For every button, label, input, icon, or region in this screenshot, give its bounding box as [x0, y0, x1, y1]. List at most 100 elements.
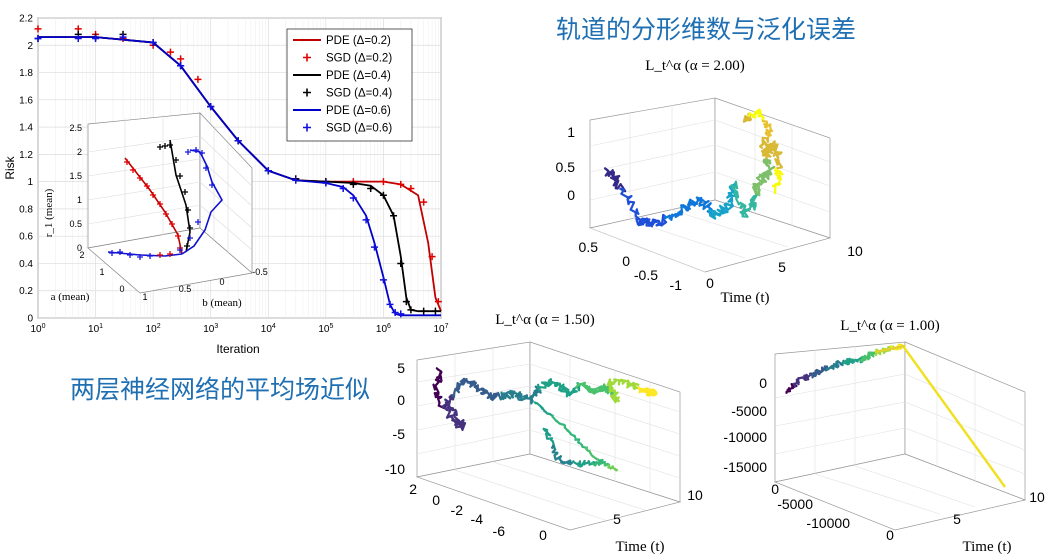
inset-z-tick: 2: [77, 147, 82, 157]
risk-series-point-3: [431, 307, 439, 315]
risk-series-point-5: [177, 62, 185, 70]
gridline: [416, 407, 531, 431]
gridline: [416, 385, 531, 407]
gridline: [454, 469, 606, 521]
axis-tick: 0.5: [556, 159, 576, 175]
trajectory-segment: [719, 204, 725, 214]
gridline: [814, 473, 941, 515]
risk-y-tick: 1.8: [19, 68, 33, 79]
legend-box: [286, 28, 413, 142]
risk-xlabel: Iteration: [216, 342, 259, 356]
trajectory-segment: [661, 213, 665, 225]
axis-tick: 0: [622, 253, 630, 269]
risk-y-tick: 1: [27, 177, 33, 188]
risk-series-point-5: [391, 309, 399, 317]
risk-x-tick: 102: [146, 323, 161, 335]
risk-legend: PDE (Δ=0.2) SGD (Δ=0.2) PDE (Δ=0.4) SGD (Δ=…: [286, 28, 413, 142]
gridline: [492, 461, 646, 511]
levy-1-grid: [774, 346, 1026, 515]
risk-ticks: 100 101 102 103 104 105 106 10700.20.40.60.811.…: [19, 14, 449, 336]
gridline: [714, 144, 831, 187]
inset-z-tick: 0: [77, 243, 82, 253]
gridline: [529, 385, 681, 435]
trajectory-segment: [620, 192, 630, 199]
axis-tick: 0: [886, 527, 894, 543]
axis-tick: -15000: [723, 459, 767, 475]
inset-sgd-point: [175, 233, 181, 239]
caption-mean-field: 两层神经网络的平均场近似: [70, 375, 371, 404]
risk-series-point-1: [194, 75, 202, 83]
risk-x-tick: 103: [203, 323, 218, 335]
inset-sgd-point: [177, 173, 183, 179]
axis-tick: -6: [493, 523, 506, 539]
axis-tick: -5000: [731, 403, 767, 419]
risk-y-tick: 2: [27, 41, 33, 52]
risk-series-point-3: [402, 298, 410, 306]
levy-1-jump: [902, 345, 1006, 488]
risk-series-point-5: [379, 276, 387, 284]
risk-y-tick: 0.4: [19, 259, 33, 270]
gridline: [774, 401, 906, 427]
trajectory-segment: [613, 468, 619, 472]
axis-tick: 5: [613, 511, 621, 527]
risk-series-point-5: [339, 184, 347, 192]
legend-label: SGD (Δ=0.2): [326, 53, 392, 65]
axis-tick: 0.5: [579, 239, 599, 255]
axis-tick: -1: [670, 277, 683, 293]
inset-a-tick: 2: [79, 250, 84, 260]
gridline: [589, 171, 716, 201]
risk-series-point-1: [34, 25, 42, 33]
inset-back-wall: [87, 112, 201, 249]
gridline: [714, 171, 831, 213]
risk-series-point-5: [264, 167, 272, 175]
levy-1-tail: [874, 344, 906, 354]
axis-tick: 0: [759, 375, 767, 391]
levy-1-floor: [773, 453, 1027, 531]
inset-sgd-point: [182, 189, 188, 195]
risk-series-point-3: [420, 307, 428, 315]
levy-15-trajectory: [432, 367, 658, 472]
risk-series-point-5: [74, 34, 82, 42]
levy-2-xlabel: Time (t): [720, 290, 769, 306]
inset-sgd-point: [157, 252, 163, 258]
axis-tick: -5000: [777, 496, 813, 512]
inset-sgd-point: [162, 143, 168, 149]
inset-sgd-point: [157, 144, 163, 150]
inset-alabel: a (mean): [51, 291, 90, 303]
inset-sgd-point: [173, 157, 179, 163]
inset-3d-plot: 0 0.5 1 1.5 2 2.5 0 1 2 1 0.5 0 -0.5 r_1 (mean) a (m…: [43, 112, 268, 309]
levy-2-trajectory: [603, 108, 784, 228]
risk-y-tick: 0.8: [19, 204, 33, 215]
risk-series-point-1: [379, 178, 387, 186]
inset-sgd-point: [157, 201, 163, 207]
risk-series-point-1: [434, 298, 442, 306]
inset-sgd-point: [124, 159, 130, 165]
inset-sgd-point: [169, 221, 175, 227]
axis-tick: -10000: [723, 429, 767, 445]
inset-pde-0.2: [124, 157, 183, 255]
risk-series-point-3: [397, 259, 405, 267]
gridline: [589, 144, 716, 173]
inset-sgd-point: [193, 147, 199, 153]
risk-y-tick: 0.6: [19, 232, 33, 243]
inset-blabel: b (mean): [202, 297, 242, 309]
legend-label: SGD (Δ=0.4): [326, 88, 392, 100]
risk-series-point-3: [390, 212, 398, 220]
risk-y-tick: 1.2: [19, 150, 33, 161]
legend-label: PDE (Δ=0.4): [326, 70, 391, 82]
axis-tick: 0: [567, 187, 575, 203]
axis-tick: -5: [393, 426, 406, 442]
inset-b-tick: -0.5: [252, 267, 268, 277]
risk-series-point-3: [349, 180, 357, 188]
trajectory-segment: [583, 382, 590, 392]
axis-tick: 0: [771, 481, 779, 497]
gridline: [774, 373, 906, 399]
axis-tick: 10: [687, 487, 703, 503]
levy-15-back-wall: [416, 341, 531, 478]
gridline: [671, 209, 789, 248]
risk-ylabel: Risk: [3, 155, 17, 179]
levy-15-floor: [415, 453, 682, 531]
levy-1-trajectory: [785, 343, 1006, 488]
inset-sgd-point: [147, 253, 153, 259]
caption-fractal: 轨道的分形维数与泛化误差: [556, 15, 857, 44]
